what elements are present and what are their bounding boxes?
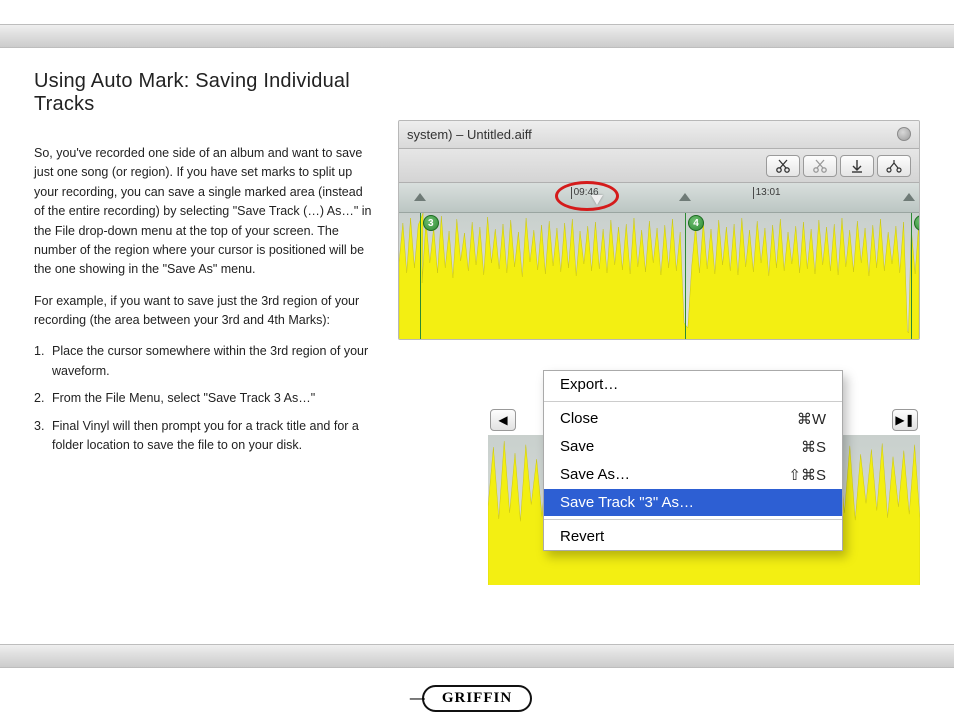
time-ruler[interactable]: 09:46 13:01 [399, 183, 919, 213]
waveform-toolbar [399, 149, 919, 183]
region-divider [911, 213, 912, 340]
left-text-column: Using Auto Mark: Saving Individual Track… [34, 70, 374, 636]
waveform-display[interactable]: 3 4 5 [399, 213, 919, 340]
intro-para-1: So, you've recorded one side of an album… [34, 144, 374, 280]
cut-muted-icon[interactable] [803, 155, 837, 177]
bottom-gradient-bar [0, 644, 954, 668]
menu-label: Revert [560, 528, 604, 545]
waveform-window: system) – Untitled.aiff [398, 120, 920, 340]
waveform-svg [399, 213, 919, 340]
region-number-badge: 3 [423, 215, 439, 231]
top-gradient-bar [0, 24, 954, 48]
page-title: Using Auto Mark: Saving Individual Track… [34, 70, 374, 116]
step-1: Place the cursor somewhere within the 3r… [34, 342, 374, 381]
menu-item-save[interactable]: Save ⌘S [544, 433, 842, 461]
intro-para-2: For example, if you want to save just th… [34, 292, 374, 331]
prev-icon[interactable]: ◀ [490, 409, 516, 431]
region-divider [685, 213, 686, 340]
menu-label: Close [560, 410, 598, 428]
griffin-logo: GRIFFIN [422, 685, 532, 712]
menu-label: Save Track "3" As… [560, 494, 694, 511]
insert-marker-icon[interactable] [840, 155, 874, 177]
menu-separator [544, 401, 842, 402]
marker-triangle-icon[interactable] [414, 193, 426, 201]
step-2: From the File Menu, select "Save Track 3… [34, 389, 374, 408]
menu-item-close[interactable]: Close ⌘W [544, 405, 842, 433]
menu-label: Save [560, 438, 594, 456]
body-text: So, you've recorded one side of an album… [34, 144, 374, 455]
menu-separator [544, 519, 842, 520]
menu-label: Export… [560, 376, 618, 393]
right-screenshot-column: system) – Untitled.aiff [398, 70, 920, 636]
ruler-time-label: 13:01 [756, 187, 781, 198]
ruler-tick [753, 187, 754, 199]
menu-shortcut: ⌘S [801, 438, 826, 456]
window-control-button[interactable] [897, 127, 911, 141]
steps-list: Place the cursor somewhere within the 3r… [34, 342, 374, 455]
window-title: system) – Untitled.aiff [407, 127, 532, 142]
menu-item-export[interactable]: Export… [544, 371, 842, 398]
file-menu-dropdown: Export… Close ⌘W Save ⌘S Save As… ⇧⌘S Sa… [543, 370, 843, 551]
menu-item-save-as[interactable]: Save As… ⇧⌘S [544, 461, 842, 489]
record-icon[interactable]: ▶❚ [892, 409, 918, 431]
marker-triangle-icon[interactable] [903, 193, 915, 201]
footer-logo-wrap: GRIFFIN [0, 685, 954, 712]
region-divider [420, 213, 421, 340]
step-3: Final Vinyl will then prompt you for a t… [34, 417, 374, 456]
split-icon[interactable] [877, 155, 911, 177]
menu-item-save-track-as[interactable]: Save Track "3" As… [544, 489, 842, 516]
menu-item-revert[interactable]: Revert [544, 523, 842, 550]
region-number-badge: 4 [688, 215, 704, 231]
cut-icon[interactable] [766, 155, 800, 177]
menu-label: Save As… [560, 466, 630, 484]
menu-shortcut: ⇧⌘S [788, 466, 826, 484]
highlight-circle [555, 181, 619, 211]
marker-triangle-icon[interactable] [679, 193, 691, 201]
window-titlebar: system) – Untitled.aiff [399, 121, 919, 149]
menu-shortcut: ⌘W [797, 410, 826, 428]
content-area: Using Auto Mark: Saving Individual Track… [34, 70, 920, 636]
